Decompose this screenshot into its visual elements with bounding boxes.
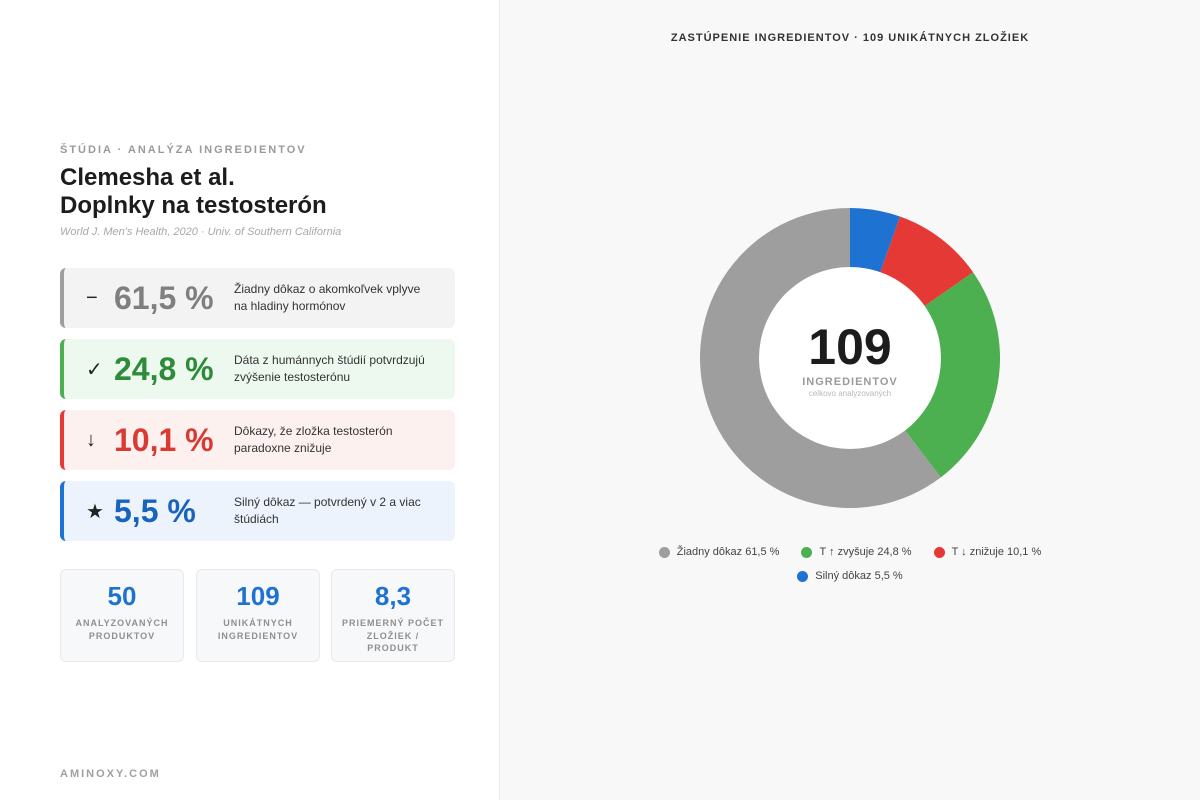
mini-stat-label: UNIKÁTNYCH INGREDIENTOV — [217, 618, 299, 641]
legend-item: T ↓ znižuje 10,1 % — [933, 546, 1042, 558]
page-title: Clemesha et al. Doplnky na testosterón — [60, 164, 327, 220]
center-value: 109 — [808, 319, 891, 375]
stat-card-increase: ✓ 24,8 % Dáta z humánnych štúdií potvrdz… — [60, 339, 455, 399]
legend-label: T ↓ znižuje 10,1 % — [951, 546, 1042, 558]
legend-label: T ↑ zvyšuje 24,8 % — [819, 546, 912, 558]
mini-stat-number: 50 — [107, 581, 137, 611]
center-label: INGREDIENTOV — [802, 376, 898, 388]
donut-chart: 109 INGREDIENTOV celkovo analyzovaných — [700, 208, 1000, 508]
legend-dot — [797, 570, 809, 582]
stat-description: Silný dôkaz — potvrdený v 2 a viac štúdi… — [234, 495, 421, 526]
center-sublabel: celkovo analyzovaných — [809, 389, 891, 398]
legend-dot — [933, 546, 945, 558]
stat-percent: 10,1 % — [114, 421, 214, 458]
legend-label: Silný dôkaz 5,5 % — [815, 570, 903, 582]
eyebrow-label: ŠTÚDIA · ANALÝZA INGREDIENTOV — [60, 144, 307, 156]
stat-percent: 24,8 % — [114, 350, 214, 387]
mini-stat-number: 8,3 — [374, 581, 412, 611]
legend-dot — [801, 546, 813, 558]
stat-card-decrease: ↓ 10,1 % Dôkazy, že zložka testosterón p… — [60, 410, 455, 470]
footer-brand: AMINOXY.COM — [60, 768, 161, 780]
chart-title: ZASTÚPENIE INGREDIENTOV · 109 UNIKÁTNYCH… — [670, 32, 1030, 44]
stat-card-strong-evidence: ★ 5,5 % Silný dôkaz — potvrdený v 2 a vi… — [60, 481, 455, 541]
donut-hole — [759, 267, 941, 449]
mini-stat-products: 50 ANALYZOVANÝCH PRODUKTOV — [60, 569, 184, 662]
minus-icon: − — [86, 286, 98, 309]
stat-description: Žiadny dôkaz o akomkoľvek vplyve na hlad… — [234, 282, 421, 313]
legend-item: Silný dôkaz 5,5 % — [797, 570, 903, 582]
mini-stat-number: 109 — [236, 581, 280, 611]
legend-dot — [658, 546, 670, 558]
legend-item: T ↑ zvyšuje 24,8 % — [801, 546, 912, 558]
arrow-down-icon: ↓ — [86, 428, 96, 451]
star-icon: ★ — [86, 500, 104, 523]
mini-stat-label: ANALYZOVANÝCH PRODUKTOV — [75, 618, 169, 641]
chart-legend-row-2: Silný dôkaz 5,5 % — [500, 570, 1200, 582]
mini-stat-ingredients: 109 UNIKÁTNYCH INGREDIENTOV — [196, 569, 320, 662]
stat-card-no-evidence: − 61,5 % Žiadny dôkaz o akomkoľvek vplyv… — [60, 268, 455, 328]
legend-label: Žiadny dôkaz 61,5 % — [676, 546, 780, 558]
stat-description: Dôkazy, že zložka testosterón paradoxne … — [234, 424, 393, 455]
citation: World J. Men's Health, 2020 · Univ. of S… — [60, 226, 342, 238]
mini-stat-average: 8,3 PRIEMERNÝ POČET ZLOŽIEK / PRODUKT — [331, 569, 455, 662]
stat-percent: 5,5 % — [114, 492, 196, 529]
chart-panel: ZASTÚPENIE INGREDIENTOV · 109 UNIKÁTNYCH… — [500, 0, 1200, 800]
stat-percent: 61,5 % — [114, 279, 214, 316]
legend-item: Žiadny dôkaz 61,5 % — [658, 546, 780, 558]
mini-stat-label: PRIEMERNÝ POČET ZLOŽIEK / PRODUKT — [341, 618, 444, 653]
stat-description: Dáta z humánnych štúdií potvrdzujú zvýše… — [234, 353, 425, 384]
title-line-2: Doplnky na testosterón — [60, 192, 327, 219]
chart-legend: Žiadny dôkaz 61,5 % T ↑ zvyšuje 24,8 % T… — [500, 546, 1200, 558]
left-panel: ŠTÚDIA · ANALÝZA INGREDIENTOV Clemesha e… — [0, 0, 500, 800]
checkmark-icon: ✓ — [86, 358, 103, 381]
title-line-1: Clemesha et al. — [60, 164, 235, 191]
